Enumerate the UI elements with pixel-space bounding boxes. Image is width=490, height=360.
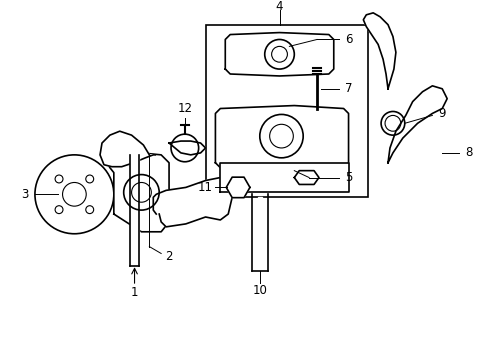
- Polygon shape: [258, 197, 262, 276]
- Text: 7: 7: [345, 82, 352, 95]
- Text: 3: 3: [22, 188, 29, 201]
- Text: 1: 1: [131, 287, 138, 300]
- Polygon shape: [294, 171, 319, 184]
- Polygon shape: [226, 177, 250, 198]
- Polygon shape: [220, 163, 348, 192]
- Text: 9: 9: [439, 107, 446, 120]
- Polygon shape: [100, 131, 155, 167]
- Text: 12: 12: [177, 102, 193, 115]
- Text: 4: 4: [276, 0, 283, 13]
- Bar: [205, 25, 368, 197]
- Polygon shape: [252, 228, 270, 242]
- Text: 6: 6: [345, 33, 352, 46]
- Polygon shape: [364, 13, 396, 89]
- Polygon shape: [216, 105, 348, 171]
- Polygon shape: [153, 177, 232, 227]
- Polygon shape: [130, 155, 140, 261]
- Text: 5: 5: [345, 171, 352, 184]
- Text: 10: 10: [252, 284, 267, 297]
- Polygon shape: [169, 141, 205, 155]
- Text: 8: 8: [465, 147, 472, 159]
- Polygon shape: [225, 32, 334, 76]
- Text: 2: 2: [165, 250, 173, 263]
- Polygon shape: [388, 86, 447, 163]
- Polygon shape: [107, 153, 169, 232]
- Text: 11: 11: [198, 181, 213, 194]
